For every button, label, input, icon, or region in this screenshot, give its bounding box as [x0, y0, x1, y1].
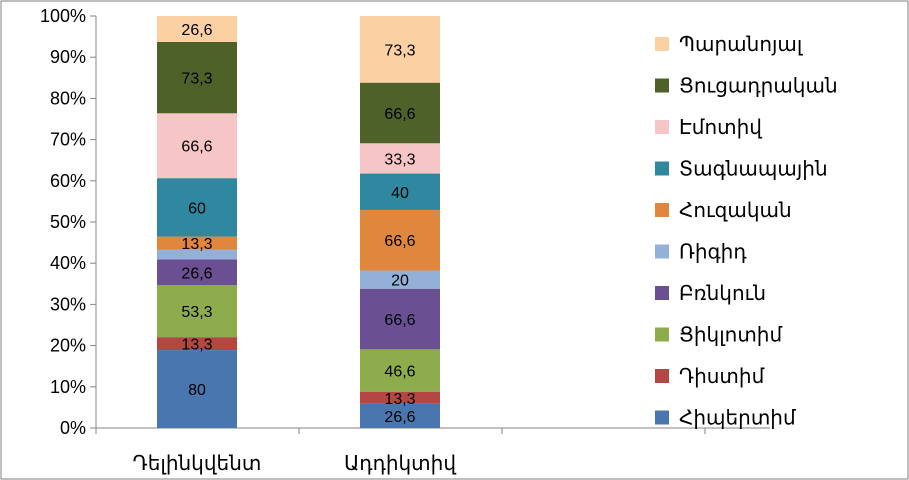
bar-segment: [157, 259, 237, 286]
legend-swatch: [655, 203, 669, 217]
y-tick-label: 50%: [50, 212, 86, 232]
bar-segment: [157, 285, 237, 338]
y-tick-label: 60%: [50, 171, 86, 191]
legend-swatch: [655, 120, 669, 134]
data-label: 66,6: [384, 233, 415, 250]
legend-label: Ցիկլոտիմ: [679, 325, 782, 347]
data-label: 13,3: [384, 391, 415, 408]
bar-segment: [360, 349, 440, 392]
bar-segment: [157, 41, 237, 114]
bar-segment: [360, 209, 440, 271]
bar-segment: [360, 143, 440, 174]
legend-label: Պարանոյալ: [679, 34, 804, 56]
legend-swatch: [655, 244, 669, 259]
legend-swatch: [655, 286, 669, 300]
y-tick-label: 40%: [50, 253, 86, 273]
legend-label: Տագնապային: [679, 159, 828, 181]
legend-swatch: [655, 161, 669, 176]
data-label: 66,6: [384, 106, 415, 123]
legend-swatch: [655, 327, 669, 342]
bar-segment: [360, 391, 440, 404]
data-label: 60: [188, 200, 206, 217]
y-tick-label: 90%: [50, 47, 86, 67]
data-label: 73,3: [384, 42, 415, 59]
legend-label: Հուզական: [679, 200, 792, 222]
data-label: 26,6: [181, 22, 212, 39]
data-label: 20: [391, 273, 409, 290]
data-label: 26,6: [181, 265, 212, 282]
legend-swatch: [655, 410, 669, 425]
legend: Պարանոյալ Ցուցադրական Էմոտիվ Տագնապային Հուզ…: [655, 34, 838, 430]
bar-segment: [157, 178, 237, 237]
data-label: 53,3: [181, 304, 212, 321]
bar-segment: [360, 82, 440, 144]
data-label: 13,3: [181, 337, 212, 354]
bar-segment: [360, 16, 440, 83]
data-label: 13,3: [181, 236, 212, 253]
bar-segment: [360, 173, 440, 210]
data-label: 66,6: [181, 139, 212, 156]
bar-segment: [157, 113, 237, 179]
legend-label: Ցուցադրական: [679, 76, 838, 98]
bar-segment: [157, 249, 237, 260]
data-label: 80: [188, 382, 206, 399]
legend-label: Ռիգիդ: [679, 242, 747, 264]
y-tick-label: 0%: [60, 418, 86, 438]
legend-swatch: [655, 37, 669, 51]
legend-swatch: [655, 78, 669, 93]
bar-segment: [157, 16, 237, 42]
y-tick-label: 10%: [50, 377, 86, 397]
bar-segment: [360, 288, 440, 350]
legend-swatch: [655, 369, 669, 383]
bar-segment: [157, 350, 237, 428]
legend-label: Բռնկուն: [679, 283, 766, 305]
y-tick-label: 80%: [50, 88, 86, 108]
category-label: Ադդիկտիվ: [344, 453, 456, 475]
data-label: 26,6: [384, 409, 415, 426]
y-tick-label: 30%: [50, 294, 86, 314]
legend-label: Էմոտիվ: [679, 117, 762, 139]
bar-segment: [360, 403, 440, 428]
legend-label: Հիպերտիմ: [679, 408, 796, 430]
legend-label: Դիստիմ: [679, 366, 765, 388]
bar-segment: [360, 270, 440, 289]
plot-area: 0% 10% 20% 30% 40% 50% 60% 70% 80% 90% 100% 80 13,3 5…: [40, 6, 770, 475]
data-label: 73,3: [181, 71, 212, 88]
y-tick-label: 100%: [40, 6, 86, 26]
y-tick-label: 20%: [50, 336, 86, 356]
data-label: 66,6: [384, 312, 415, 329]
data-label: 46,6: [384, 364, 415, 381]
data-label: 33,3: [384, 151, 415, 168]
y-tick-label: 70%: [50, 130, 86, 150]
bar-segment: [157, 236, 237, 250]
data-label: 40: [391, 185, 409, 202]
bar-segment: [157, 337, 237, 351]
category-label: Դելինկվենտ: [133, 453, 262, 475]
